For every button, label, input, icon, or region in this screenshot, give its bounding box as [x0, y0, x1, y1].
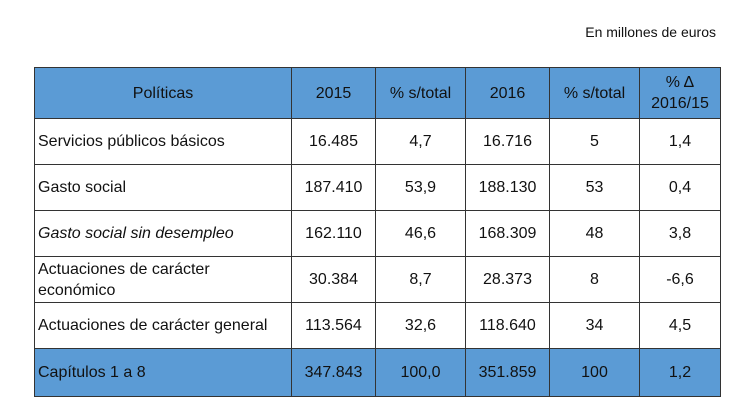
cell-pct-2015: 8,7: [375, 256, 466, 303]
table-row: Servicios públicos básicos 16.485 4,7 16…: [34, 118, 721, 165]
cell-pct-2015: 46,6: [375, 210, 466, 257]
policies-table: Políticas 2015 % s/total 2016 % s/total …: [34, 67, 721, 397]
header-pct-2016: % s/total: [549, 67, 640, 119]
cell-delta: 4,5: [639, 302, 721, 349]
cell-pct-2016: 34: [549, 302, 640, 349]
total-delta: 1,2: [639, 348, 721, 397]
header-delta: % Δ 2016/15: [639, 67, 721, 119]
cell-2016: 118.640: [465, 302, 550, 349]
cell-2016: 168.309: [465, 210, 550, 257]
unit-note: En millones de euros: [585, 24, 716, 40]
row-label: Gasto social sin desempleo: [34, 210, 292, 257]
cell-2015: 30.384: [291, 256, 376, 303]
total-2016: 351.859: [465, 348, 550, 397]
header-2016: 2016: [465, 67, 550, 119]
cell-2015: 113.564: [291, 302, 376, 349]
table-row: Gasto social 187.410 53,9 188.130 53 0,4: [34, 164, 721, 211]
cell-2015: 162.110: [291, 210, 376, 257]
cell-pct-2015: 32,6: [375, 302, 466, 349]
cell-delta: 3,8: [639, 210, 721, 257]
cell-pct-2015: 53,9: [375, 164, 466, 211]
table-header-row: Políticas 2015 % s/total 2016 % s/total …: [34, 67, 721, 119]
total-pct-2015: 100,0: [375, 348, 466, 397]
cell-delta: 0,4: [639, 164, 721, 211]
row-label: Actuaciones de carácter económico: [34, 256, 292, 303]
cell-2015: 187.410: [291, 164, 376, 211]
cell-delta: 1,4: [639, 118, 721, 165]
cell-pct-2016: 8: [549, 256, 640, 303]
row-label: Actuaciones de carácter general: [34, 302, 292, 349]
total-row: Capítulos 1 a 8 347.843 100,0 351.859 10…: [34, 348, 721, 397]
table-row: Actuaciones de carácter económico 30.384…: [34, 256, 721, 303]
cell-pct-2016: 5: [549, 118, 640, 165]
table-row: Actuaciones de carácter general 113.564 …: [34, 302, 721, 349]
cell-2015: 16.485: [291, 118, 376, 165]
row-label: Servicios públicos básicos: [34, 118, 292, 165]
cell-pct-2015: 4,7: [375, 118, 466, 165]
table-row: Gasto social sin desempleo 162.110 46,6 …: [34, 210, 721, 257]
header-politicas: Políticas: [34, 67, 292, 119]
total-pct-2016: 100: [549, 348, 640, 397]
cell-2016: 28.373: [465, 256, 550, 303]
cell-2016: 16.716: [465, 118, 550, 165]
row-label: Gasto social: [34, 164, 292, 211]
cell-pct-2016: 53: [549, 164, 640, 211]
cell-2016: 188.130: [465, 164, 550, 211]
total-2015: 347.843: [291, 348, 376, 397]
cell-delta: -6,6: [639, 256, 721, 303]
cell-pct-2016: 48: [549, 210, 640, 257]
header-2015: 2015: [291, 67, 376, 119]
header-pct-2015: % s/total: [375, 67, 466, 119]
total-label: Capítulos 1 a 8: [34, 348, 292, 397]
